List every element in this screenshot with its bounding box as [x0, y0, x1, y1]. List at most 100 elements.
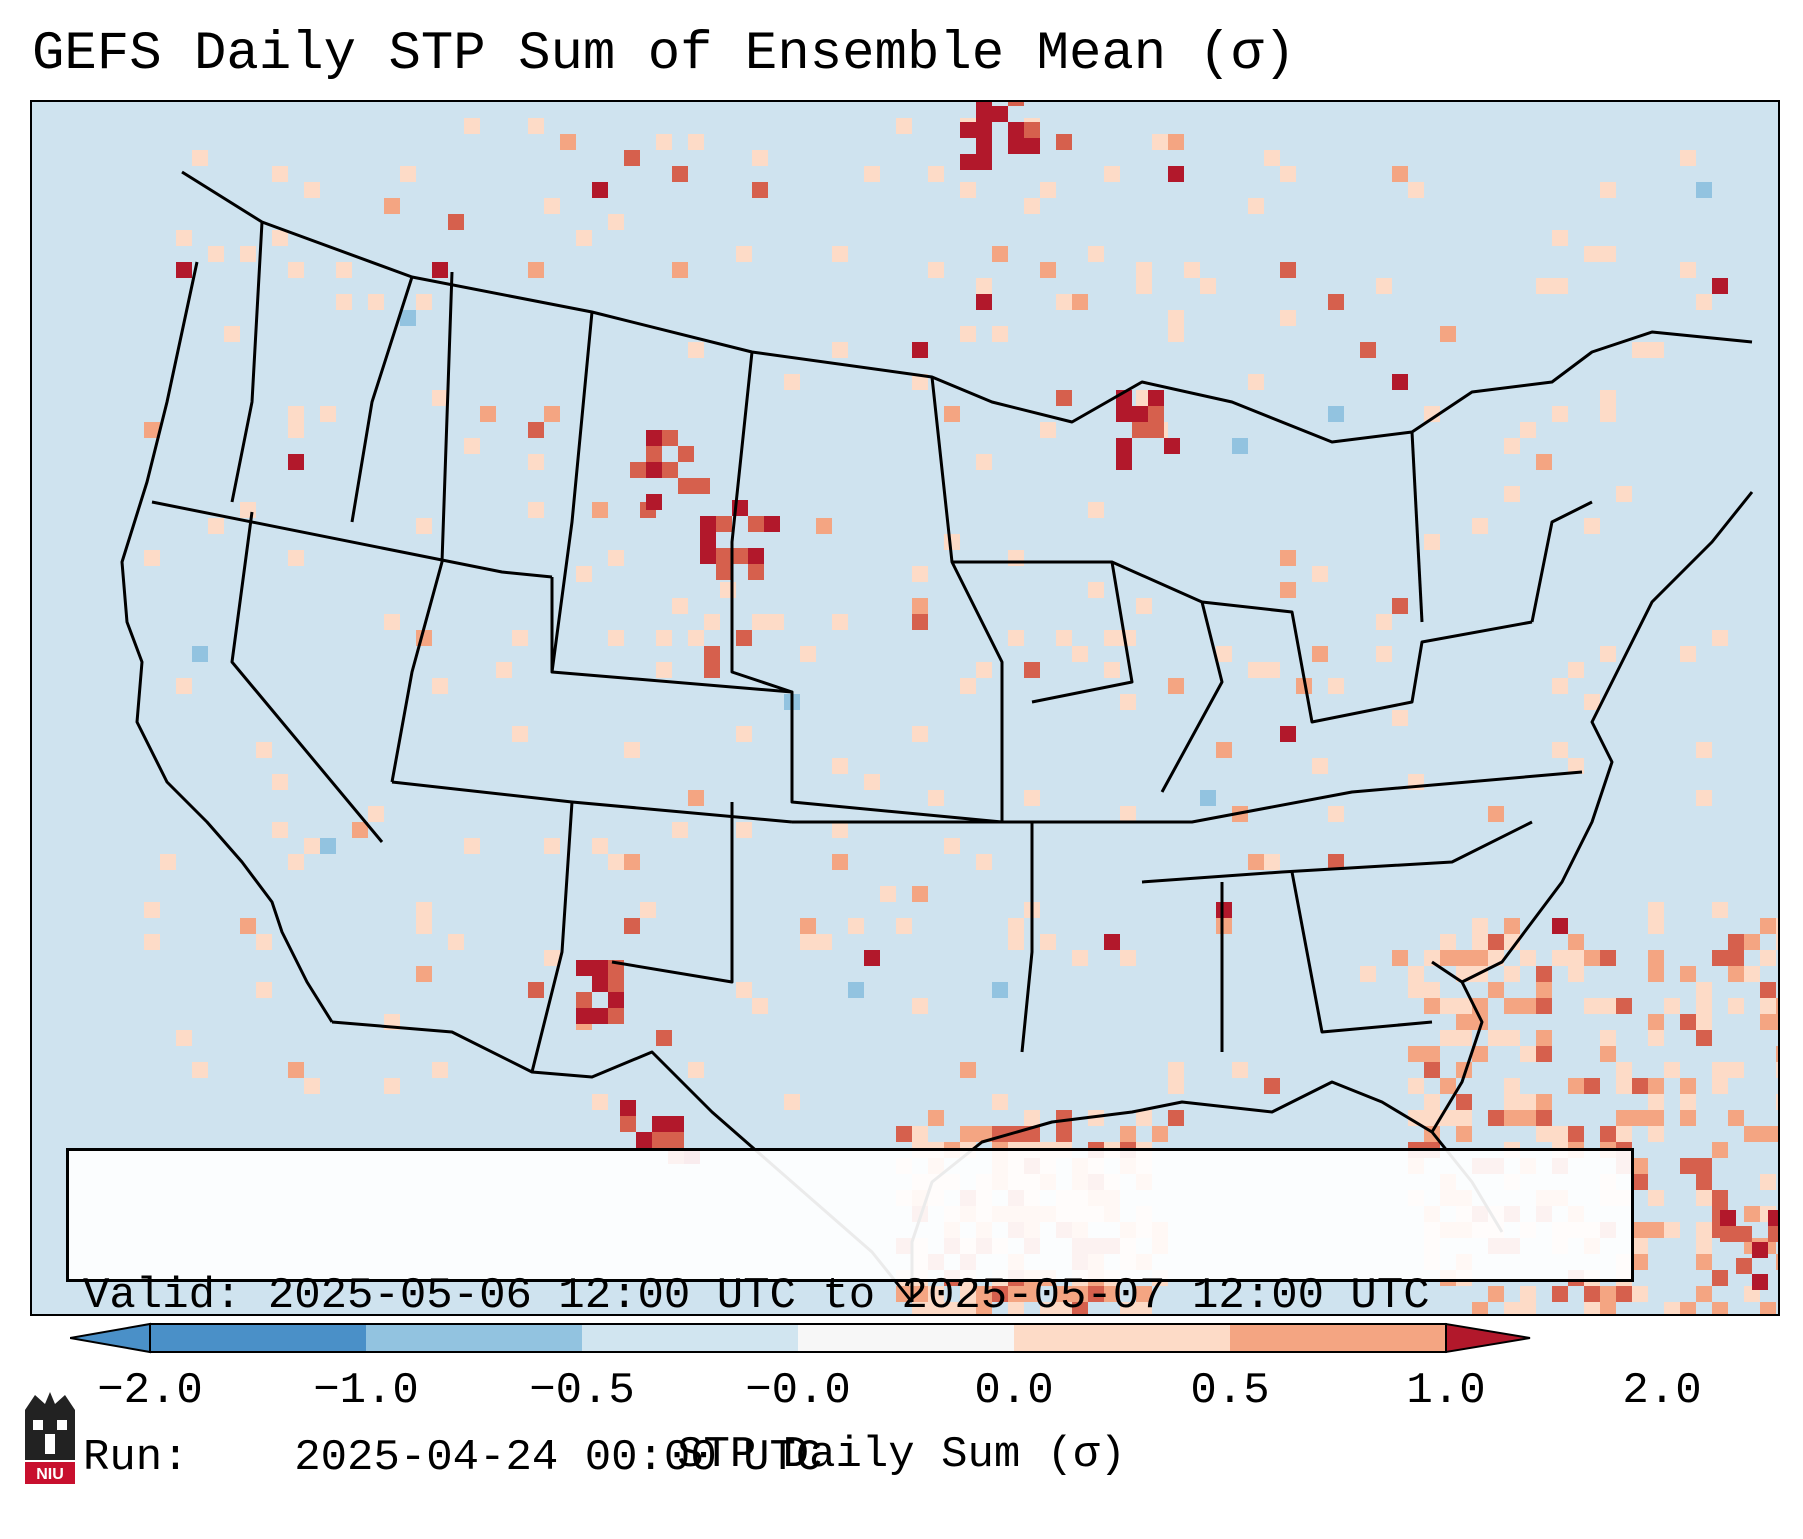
anomaly-cell	[1584, 518, 1600, 534]
anomaly-cell	[1600, 1046, 1616, 1062]
anomaly-cell	[1088, 1286, 1104, 1302]
anomaly-cell	[1264, 854, 1280, 870]
anomaly-cell	[1056, 1126, 1072, 1142]
anomaly-cell	[912, 614, 928, 630]
anomaly-cell	[1552, 678, 1568, 694]
anomaly-cell	[896, 118, 912, 134]
anomaly-cell	[1168, 166, 1184, 182]
anomaly-cell	[512, 726, 528, 742]
anomaly-cell	[1600, 646, 1616, 662]
anomaly-cell	[736, 630, 752, 646]
anomaly-cell	[144, 550, 160, 566]
anomaly-cell	[1440, 934, 1456, 950]
anomaly-cell	[912, 598, 928, 614]
anomaly-cell	[1088, 582, 1104, 598]
anomaly-cell	[1136, 1302, 1152, 1314]
anomaly-cell	[1648, 1222, 1664, 1238]
anomaly-cell	[1648, 342, 1664, 358]
anomaly-cell	[416, 518, 432, 534]
anomaly-cell	[256, 982, 272, 998]
anomaly-cell	[1008, 122, 1024, 138]
anomaly-cell	[1168, 326, 1184, 342]
anomaly-cell	[624, 918, 640, 934]
anomaly-cell	[912, 726, 928, 742]
anomaly-cell	[1520, 422, 1536, 438]
anomaly-cell	[1536, 278, 1552, 294]
anomaly-cell	[1008, 550, 1024, 566]
anomaly-cell	[480, 406, 496, 422]
anomaly-cell	[1712, 630, 1728, 646]
anomaly-cell	[1328, 678, 1344, 694]
anomaly-cell	[1168, 310, 1184, 326]
anomaly-cell	[1264, 1078, 1280, 1094]
anomaly-cell	[880, 886, 896, 902]
anomaly-cell	[1600, 182, 1616, 198]
anomaly-cell	[176, 262, 192, 278]
anomaly-cell	[1720, 1210, 1736, 1226]
anomaly-cell	[1752, 1274, 1768, 1290]
anomaly-cell	[1536, 454, 1552, 470]
anomaly-cell	[1148, 390, 1164, 406]
anomaly-cell	[928, 1302, 944, 1314]
anomaly-cell	[1712, 902, 1728, 918]
stp-anomaly-cells	[144, 102, 1778, 1314]
anomaly-cell	[992, 1286, 1008, 1302]
anomaly-cell	[1424, 1094, 1440, 1110]
anomaly-cell	[1456, 1014, 1472, 1030]
anomaly-cell	[1680, 1014, 1696, 1030]
anomaly-cell	[272, 230, 288, 246]
anomaly-cell	[432, 1062, 448, 1078]
anomaly-cell	[1440, 950, 1456, 966]
anomaly-cell	[592, 960, 608, 976]
anomaly-cell	[352, 822, 368, 838]
anomaly-cell	[1736, 1226, 1752, 1242]
anomaly-cell	[1520, 1046, 1536, 1062]
anomaly-cell	[1768, 1226, 1778, 1242]
anomaly-cell	[928, 1110, 944, 1126]
anomaly-cell	[576, 992, 592, 1008]
anomaly-cell	[1424, 1062, 1440, 1078]
anomaly-cell	[960, 1126, 976, 1142]
anomaly-cell	[832, 614, 848, 630]
anomaly-cell	[928, 262, 944, 278]
anomaly-cell	[1680, 966, 1696, 982]
anomaly-cell	[1040, 262, 1056, 278]
anomaly-cell	[1696, 1190, 1712, 1206]
valid-value: 2025-05-06 12:00 UTC to 2025-05-07 12:00…	[267, 1271, 1430, 1321]
anomaly-cell	[652, 1132, 668, 1148]
anomaly-cell	[1072, 950, 1088, 966]
anomaly-cell	[288, 550, 304, 566]
anomaly-cell	[336, 262, 352, 278]
anomaly-cell	[944, 534, 960, 550]
anomaly-cell	[272, 822, 288, 838]
anomaly-cell	[1552, 742, 1568, 758]
anomaly-cell	[1104, 934, 1120, 950]
anomaly-cell	[716, 548, 732, 564]
anomaly-cell	[304, 838, 320, 854]
anomaly-cell	[864, 774, 880, 790]
anomaly-cell	[748, 548, 764, 564]
anomaly-cell	[1568, 934, 1584, 950]
anomaly-cell	[1024, 138, 1040, 154]
anomaly-cell	[1104, 166, 1120, 182]
anomaly-cell	[1216, 742, 1232, 758]
anomaly-cell	[1456, 1030, 1472, 1046]
anomaly-cell	[1024, 662, 1040, 678]
anomaly-cell	[668, 1116, 684, 1132]
anomaly-cell	[1056, 294, 1072, 310]
anomaly-cell	[688, 630, 704, 646]
anomaly-cell	[1280, 726, 1296, 742]
anomaly-cell	[1584, 950, 1600, 966]
anomaly-cell	[176, 230, 192, 246]
anomaly-cell	[432, 678, 448, 694]
anomaly-cell	[1024, 198, 1040, 214]
anomaly-cell	[1088, 246, 1104, 262]
anomaly-cell	[592, 1008, 608, 1024]
niu-logo-icon: NIU	[25, 1392, 75, 1484]
anomaly-cell	[784, 374, 800, 390]
anomaly-cell	[1696, 1286, 1712, 1302]
anomaly-cell	[1600, 998, 1616, 1014]
anomaly-cell	[720, 582, 736, 598]
anomaly-cell	[448, 214, 464, 230]
anomaly-cell	[1040, 422, 1056, 438]
